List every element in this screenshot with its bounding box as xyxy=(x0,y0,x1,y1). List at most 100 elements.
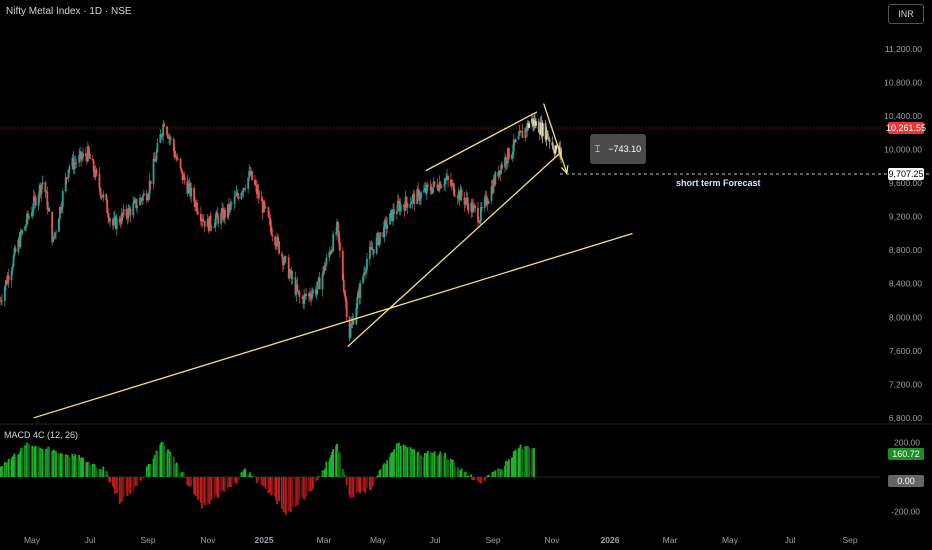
macd-bar xyxy=(114,477,117,493)
candle-body xyxy=(240,192,243,199)
macd-bar xyxy=(484,477,487,480)
candle-body xyxy=(512,139,515,152)
currency-button[interactable]: INR xyxy=(888,4,924,24)
macd-bar xyxy=(126,477,129,497)
candle-body xyxy=(161,135,164,137)
candle-body xyxy=(445,178,448,180)
candle-body xyxy=(372,249,375,254)
candle-body xyxy=(377,233,380,245)
candle-body xyxy=(263,201,266,207)
time-tick-label: 2025 xyxy=(255,535,274,545)
candle-body xyxy=(524,128,527,138)
macd-bar xyxy=(179,472,182,477)
macd-bar xyxy=(383,463,386,477)
candle-body xyxy=(237,195,240,199)
macd-bar xyxy=(98,469,101,477)
macd-bar xyxy=(433,451,436,477)
candle-body xyxy=(418,190,421,201)
macd-bar xyxy=(3,462,6,477)
candle-body xyxy=(358,290,361,299)
candle-body xyxy=(386,224,389,229)
candle-body xyxy=(451,183,453,186)
macd-bar xyxy=(52,450,55,477)
macd-bar xyxy=(139,477,141,481)
candle-body xyxy=(456,196,459,199)
candle-body xyxy=(235,192,238,196)
candle-body xyxy=(59,206,62,211)
macd-bar xyxy=(141,477,143,479)
macd-bar xyxy=(166,451,168,477)
candle-body xyxy=(547,137,550,139)
candle-body xyxy=(37,195,40,206)
candle-body xyxy=(486,203,489,205)
candle-body xyxy=(93,171,96,178)
macd-bar xyxy=(26,442,28,477)
macd-bar xyxy=(82,457,84,477)
macd-bar xyxy=(27,443,29,477)
macd-bar xyxy=(403,450,406,477)
macd-bar xyxy=(215,477,218,495)
macd-bar xyxy=(309,477,311,490)
candle-body xyxy=(188,183,191,186)
time-tick-label: Nov xyxy=(544,535,560,545)
candle-body xyxy=(17,239,20,252)
candle-body xyxy=(186,180,189,194)
candle-body xyxy=(324,264,327,271)
macd-bar xyxy=(314,477,317,483)
macd-bar xyxy=(147,464,150,477)
macd-bar xyxy=(170,455,172,477)
macd-bar xyxy=(321,470,324,477)
macd-bar xyxy=(384,464,387,477)
candle-body xyxy=(433,181,436,185)
candle-body xyxy=(125,208,128,216)
candle-body xyxy=(229,203,232,204)
candle-body xyxy=(348,317,351,338)
candle-body xyxy=(243,188,246,190)
macd-bar xyxy=(264,477,267,489)
candle-body xyxy=(61,191,64,207)
macd-bar xyxy=(466,476,469,478)
macd-bar xyxy=(486,475,489,477)
macd-bar xyxy=(473,477,476,481)
price-tick-label: 8,000.00 xyxy=(889,312,922,322)
macd-bar xyxy=(11,456,14,477)
macd-bar xyxy=(305,477,308,497)
time-axis[interactable]: May Jul Sep Nov 2025 Mar May Jul Sep Nov 2026 Mar Ma… xyxy=(24,535,858,545)
candle-body xyxy=(439,182,442,189)
price-tick-label: 7,200.00 xyxy=(889,379,922,389)
candle-body xyxy=(295,284,298,295)
macd-bar xyxy=(281,477,283,510)
candle-body xyxy=(419,198,421,201)
macd-bar xyxy=(332,449,335,477)
measure-label[interactable]: ⌶ −743.10 xyxy=(590,134,646,164)
macd-bar xyxy=(159,444,162,477)
macd-bar xyxy=(20,447,23,477)
macd-bar xyxy=(224,477,226,492)
macd-bar xyxy=(86,462,88,477)
macd-bar xyxy=(337,450,339,477)
candle-body xyxy=(65,177,68,179)
macd-bar xyxy=(364,477,366,493)
macd-bar xyxy=(315,477,318,481)
macd-bar xyxy=(216,477,219,497)
macd-bar xyxy=(341,468,344,477)
macd-bar xyxy=(450,458,452,477)
macd-bar xyxy=(241,474,244,477)
macd-bar xyxy=(183,477,186,478)
candle-body xyxy=(268,216,271,219)
price-axis[interactable]: 11,200.00 10,800.00 10,400.00 10,000.00 9,60… xyxy=(884,44,922,423)
macd-bar xyxy=(385,463,388,477)
candle-body xyxy=(187,185,190,194)
macd-bar xyxy=(167,449,169,477)
macd-label[interactable]: MACD 4C (12, 26) xyxy=(4,430,79,440)
candle-body xyxy=(467,203,470,212)
candle-body xyxy=(339,242,341,251)
candle-body xyxy=(411,196,414,203)
macd-bar xyxy=(32,447,35,477)
candle-body xyxy=(58,206,61,220)
macd-bar xyxy=(451,459,454,477)
candle-body xyxy=(282,256,284,265)
candle-body xyxy=(277,236,280,242)
candle-body xyxy=(382,232,385,237)
